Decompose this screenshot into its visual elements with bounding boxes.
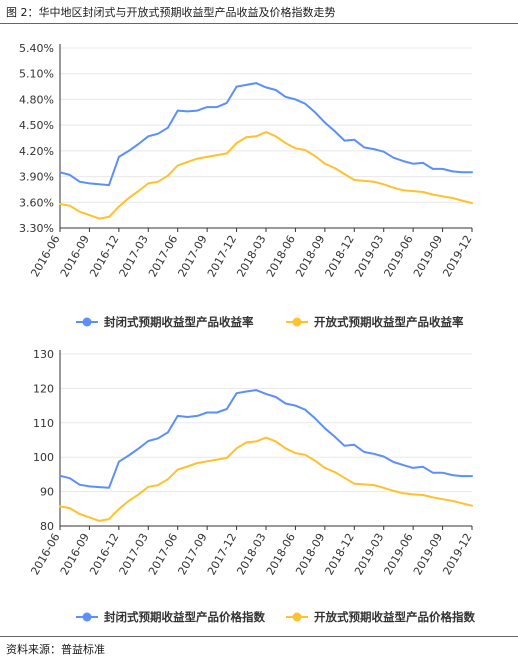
- y-tick-label: 5.10%: [19, 68, 54, 81]
- y-tick-label: 120: [33, 382, 54, 395]
- y-tick-label: 90: [40, 486, 54, 499]
- legend-marker-icon: [292, 317, 302, 327]
- legend-label: 开放式预期收益型产品价格指数: [314, 610, 475, 624]
- y-tick-label: 4.20%: [19, 145, 54, 158]
- x-tick-label: 2019-12: [440, 531, 474, 577]
- series-line-closed: [59, 389, 473, 489]
- legend-item-closed: 封闭式预期收益型产品价格指数: [76, 610, 265, 624]
- y-tick-label: 3.90%: [19, 171, 54, 184]
- y-tick-label: 80: [40, 520, 54, 533]
- legend-label: 封闭式预期收益型产品价格指数: [104, 610, 265, 624]
- yield-line-chart: 3.30% 3.60% 3.90% 4.20% 4.50% 4.80% 5.10% 5.40%…: [19, 42, 475, 329]
- legend-label: 开放式预期收益型产品收益率: [314, 315, 464, 329]
- price-index-line-chart: 80901001101201302016-062016-092016-12201…: [28, 348, 475, 624]
- title-divider: [0, 23, 518, 24]
- y-tick-label: 130: [33, 348, 54, 361]
- series-line-closed: [59, 82, 473, 187]
- figure-title: 图 2：华中地区封闭式与开放式预期收益型产品收益及价格指数走势: [6, 6, 336, 19]
- series-line-open: [59, 436, 473, 522]
- x-tick-label: 2019-12: [440, 233, 474, 279]
- y-tick-label: 3.60%: [19, 196, 54, 209]
- chart-legend: 封闭式预期收益型产品收益率 开放式预期收益型产品收益率: [76, 315, 464, 329]
- legend-item-open: 开放式预期收益型产品价格指数: [286, 610, 475, 624]
- source-note: 资料来源：普益标准: [6, 643, 105, 656]
- y-tick-label: 5.40%: [19, 42, 54, 55]
- source-divider: [0, 636, 518, 637]
- legend-item-open: 开放式预期收益型产品收益率: [286, 315, 464, 329]
- legend-item-closed: 封闭式预期收益型产品收益率: [76, 315, 254, 329]
- legend-label: 封闭式预期收益型产品收益率: [104, 315, 254, 329]
- chart-legend: 封闭式预期收益型产品价格指数 开放式预期收益型产品价格指数: [76, 610, 475, 624]
- legend-marker-icon: [82, 612, 92, 622]
- y-tick-label: 110: [33, 417, 54, 430]
- y-tick-label: 3.30%: [19, 222, 54, 235]
- y-tick-label: 4.80%: [19, 93, 54, 106]
- legend-marker-icon: [82, 317, 92, 327]
- y-tick-label: 100: [33, 451, 54, 464]
- legend-marker-icon: [292, 612, 302, 622]
- y-tick-label: 4.50%: [19, 119, 54, 132]
- series-line-open: [59, 131, 473, 220]
